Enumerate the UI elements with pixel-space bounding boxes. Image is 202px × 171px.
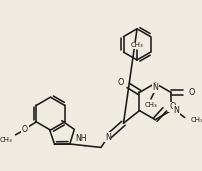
Text: CH₃: CH₃	[144, 102, 157, 108]
Text: N: N	[173, 106, 179, 115]
Text: NH: NH	[75, 134, 86, 143]
Text: N: N	[104, 133, 110, 142]
Text: O: O	[187, 88, 194, 97]
Text: O: O	[168, 102, 175, 111]
Text: CH₃: CH₃	[130, 42, 143, 48]
Text: O: O	[22, 125, 28, 134]
Text: N: N	[152, 83, 157, 92]
Text: CH₃: CH₃	[0, 137, 12, 143]
Text: O: O	[117, 78, 123, 87]
Text: CH₃: CH₃	[190, 117, 202, 123]
